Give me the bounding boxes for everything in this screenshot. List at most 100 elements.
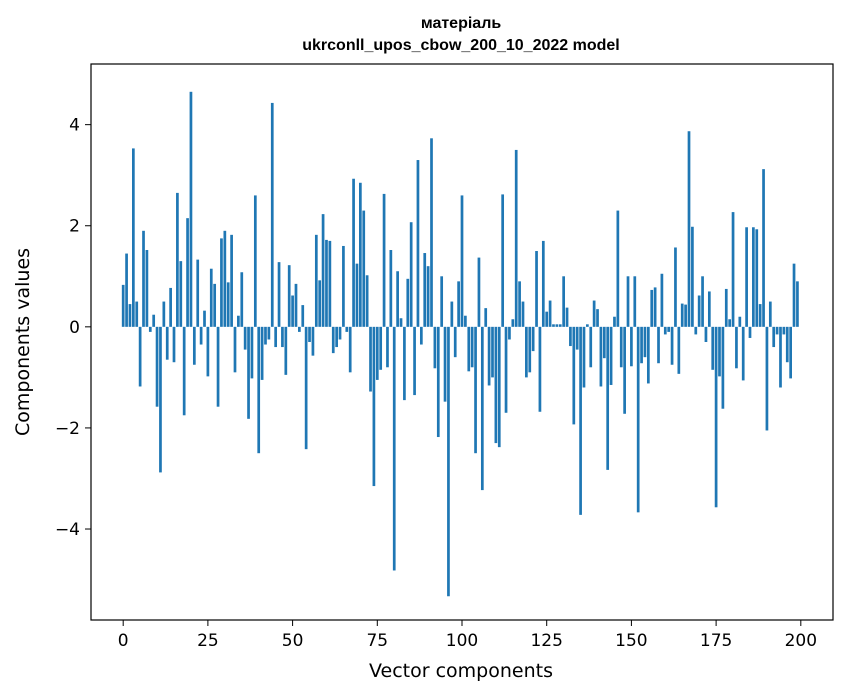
bar	[684, 304, 687, 327]
bar	[789, 326, 792, 379]
bar	[220, 238, 223, 327]
bar	[477, 257, 481, 327]
bar	[230, 234, 233, 327]
bar	[660, 273, 664, 327]
x-tick-label: 50	[282, 631, 304, 651]
bar	[192, 326, 196, 365]
bar	[416, 160, 420, 327]
bars-group	[121, 91, 799, 597]
bar	[586, 324, 589, 327]
bar	[206, 326, 210, 377]
bar	[714, 326, 718, 508]
bar	[596, 309, 599, 327]
bar	[565, 307, 569, 327]
bar	[646, 326, 650, 384]
bar	[779, 326, 782, 388]
bar	[457, 281, 460, 327]
bar	[677, 326, 681, 374]
bar	[203, 310, 206, 327]
bar	[342, 245, 345, 327]
bar	[589, 326, 593, 368]
y-tick-label: −2	[55, 419, 80, 439]
bar	[348, 326, 352, 373]
bar	[531, 326, 535, 352]
bar	[294, 283, 298, 327]
bar	[633, 276, 637, 327]
bar	[169, 287, 172, 327]
bar	[558, 324, 562, 327]
bar	[694, 326, 698, 335]
bar	[548, 300, 552, 327]
bar	[142, 230, 145, 327]
bar	[311, 326, 315, 356]
bar	[755, 229, 759, 327]
bar	[792, 263, 796, 327]
x-tick-label: 200	[785, 631, 817, 651]
bar	[511, 319, 515, 327]
bar	[667, 326, 671, 332]
bar	[152, 314, 156, 327]
x-axis: 0 25 50 75 100 125 150 175 200	[118, 620, 817, 651]
bar	[379, 326, 383, 370]
bar	[521, 301, 525, 327]
bar	[430, 138, 433, 327]
bar	[691, 226, 694, 327]
bar	[721, 326, 725, 409]
bar	[440, 276, 444, 327]
bar	[216, 326, 220, 407]
bar	[616, 210, 620, 327]
bar	[562, 276, 565, 327]
bar	[426, 266, 430, 327]
bar	[480, 326, 484, 491]
y-tick-label: 4	[69, 116, 80, 136]
bar	[436, 326, 440, 438]
bar	[253, 195, 257, 327]
bar	[728, 319, 732, 327]
bar	[243, 326, 247, 350]
bar	[640, 326, 643, 364]
bar	[450, 301, 454, 327]
bar	[735, 326, 738, 369]
bar	[768, 301, 772, 327]
bar	[209, 268, 213, 327]
bar	[362, 210, 366, 327]
bar	[731, 212, 735, 327]
bar	[704, 326, 708, 342]
bar	[525, 326, 528, 378]
x-tick-label: 25	[197, 631, 219, 651]
bar	[250, 326, 254, 379]
bar	[602, 326, 606, 359]
bar	[745, 227, 748, 327]
bar	[125, 253, 128, 327]
y-tick-label: 2	[69, 217, 80, 237]
x-tick-label: 0	[118, 631, 129, 651]
bar	[386, 326, 389, 368]
bar	[772, 326, 776, 348]
bar	[159, 326, 162, 473]
bar	[277, 262, 281, 327]
bar	[433, 326, 437, 369]
x-tick-label: 150	[615, 631, 647, 651]
bar	[741, 326, 745, 381]
x-tick-label: 125	[530, 631, 562, 651]
chart-subtitle: ukrconll_upos_cbow_200_10_2022 model	[302, 37, 619, 54]
bar	[260, 326, 264, 380]
bar	[135, 301, 139, 327]
bar	[782, 326, 786, 335]
bar	[670, 326, 674, 365]
bar	[501, 194, 505, 327]
bar	[497, 326, 501, 448]
bar	[535, 251, 538, 327]
bar	[491, 326, 494, 378]
bar	[752, 227, 755, 327]
bar	[423, 253, 427, 327]
chart-title: матеріаль	[421, 15, 502, 32]
bar	[247, 326, 250, 419]
bar	[382, 193, 386, 327]
bar	[406, 278, 410, 327]
bar	[613, 316, 616, 327]
bar	[636, 326, 640, 513]
y-axis-label: Components values	[12, 248, 34, 436]
